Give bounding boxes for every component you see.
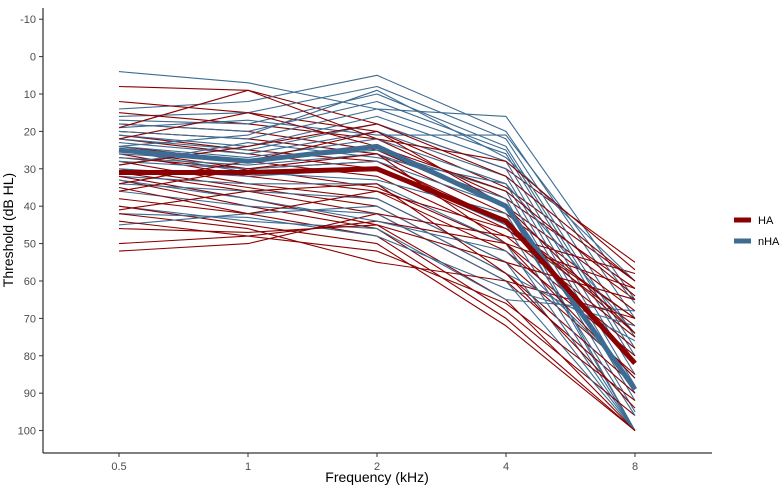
y-tick-label: 30: [24, 164, 36, 176]
series-layer: [118, 71, 636, 432]
y-tick-label: 70: [24, 313, 36, 325]
y-ticks: -10 0 10 20 30 40 50 60 70 80 90 100: [18, 14, 43, 438]
y-tick-label: 100: [18, 426, 36, 438]
series-line-nha-7: [118, 115, 636, 375]
x-axis-title: Frequency (kHz): [325, 469, 428, 485]
series-line-nha-19: [118, 213, 636, 327]
series-line-ha-27: [118, 123, 636, 282]
y-tick-label: -10: [20, 14, 36, 26]
x-tick-label: 4: [503, 461, 509, 473]
y-tick-label: 50: [24, 239, 36, 251]
series-line-ha-18: [118, 205, 636, 432]
x-ticks: 0.5 1 2 4 8: [111, 453, 638, 473]
y-tick-label: 80: [24, 351, 36, 363]
series-line-ha-25: [118, 130, 636, 334]
y-tick-label: 60: [24, 276, 36, 288]
x-tick-label: 8: [632, 461, 638, 473]
y-tick-label: 90: [24, 388, 36, 400]
legend-label-ha: HA: [758, 215, 774, 227]
series-line-nha-2: [118, 74, 636, 319]
series-line-ha-28: [118, 153, 636, 379]
legend: HA nHA: [734, 215, 780, 248]
y-tick-label: 20: [24, 126, 36, 138]
mean-line-ha: [119, 166, 637, 365]
series-line-nha-20: [118, 205, 636, 342]
mean-layer: [118, 143, 638, 391]
x-tick-label: 2: [374, 461, 380, 473]
series-line-ha-21: [118, 224, 636, 301]
y-axis-title: Threshold (dB HL): [0, 173, 16, 287]
series-line-nha-22: [118, 149, 636, 416]
series-line-nha-6: [118, 108, 636, 364]
series-line-ha-29: [118, 89, 636, 271]
series-line-ha-26: [118, 190, 636, 319]
series-line-ha-30: [118, 183, 636, 409]
series-line-nha-25: [118, 89, 636, 282]
series-line-nha-21: [118, 119, 636, 304]
legend-label-nha: nHA: [758, 236, 780, 248]
x-tick-label: 0.5: [111, 461, 126, 473]
series-line-nha-5: [118, 100, 636, 357]
y-tick-label: 10: [24, 89, 36, 101]
x-tick-label: 1: [245, 461, 251, 473]
series-line-nha-23: [118, 142, 636, 334]
series-line-nha-24: [118, 179, 636, 379]
y-tick-label: 0: [30, 52, 36, 64]
series-line-nha-3: [118, 85, 636, 338]
y-tick-label: 40: [24, 201, 36, 213]
